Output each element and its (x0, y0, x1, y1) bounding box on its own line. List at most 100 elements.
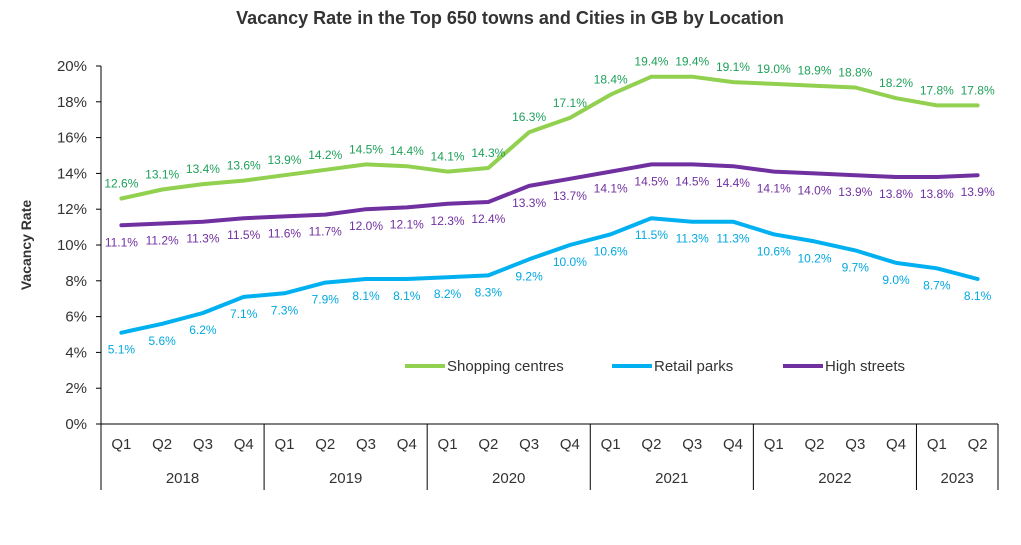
data-label: 14.1% (594, 182, 628, 196)
x-tick-label: Q2 (641, 436, 661, 453)
data-label: 11.3% (186, 232, 219, 246)
x-tick-label: Q4 (723, 436, 743, 453)
data-label: 14.2% (308, 148, 342, 162)
data-label: 14.1% (431, 150, 465, 164)
y-tick-label: 10% (57, 237, 87, 254)
data-label: 11.6% (268, 226, 301, 240)
data-label: 14.4% (716, 176, 750, 190)
data-label: 13.9% (838, 185, 872, 199)
x-tick-label: Q2 (805, 436, 825, 453)
data-label: 14.3% (471, 146, 505, 160)
y-tick-label: 6% (65, 309, 87, 326)
x-tick-label: Q2 (478, 436, 498, 453)
x-tick-label: Q2 (152, 436, 172, 453)
legend-label: Retail parks (654, 358, 733, 375)
x-tick-label: Q1 (601, 436, 621, 453)
data-label: 19.4% (675, 55, 709, 69)
data-label: 13.4% (186, 162, 220, 176)
series-line-shopping-centres (119, 74, 980, 201)
data-label: 8.1% (393, 289, 421, 303)
y-tick-label: 20% (57, 58, 87, 75)
data-label: 10.6% (594, 244, 628, 258)
data-label: 13.8% (920, 187, 954, 201)
data-label: 14.0% (798, 183, 832, 197)
data-label: 7.3% (271, 303, 299, 317)
x-tick-label: Q3 (845, 436, 865, 453)
y-axis-label: Vacancy Rate (18, 200, 34, 290)
year-label: 2023 (941, 470, 974, 487)
y-tick-label: 0% (65, 416, 87, 433)
series-lines (119, 74, 980, 335)
data-label: 5.1% (108, 343, 136, 357)
data-label: 18.9% (798, 64, 832, 78)
y-tick-label: 2% (65, 380, 87, 397)
data-label: 8.7% (923, 278, 951, 292)
data-label: 7.9% (312, 293, 340, 307)
data-label: 13.3% (512, 196, 546, 210)
series-line-high-streets (119, 162, 980, 228)
x-tick-label: Q2 (315, 436, 335, 453)
data-label: 17.8% (961, 83, 995, 97)
x-tick-label: Q3 (193, 436, 213, 453)
data-label: 8.1% (964, 289, 992, 303)
series-line-retail-parks (119, 216, 980, 335)
y-tick-label: 18% (57, 94, 87, 111)
data-label: 11.3% (676, 232, 709, 246)
data-label: 6.2% (189, 323, 217, 337)
data-label: 11.5% (227, 228, 260, 242)
x-tick-label: Q1 (927, 436, 947, 453)
data-label: 7.1% (230, 307, 258, 321)
data-label: 17.1% (553, 96, 587, 110)
data-label: 8.3% (475, 285, 503, 299)
data-label: 14.4% (390, 144, 424, 158)
y-tick-label: 4% (65, 344, 87, 361)
data-label: 13.6% (227, 159, 261, 173)
data-label: 17.8% (920, 83, 954, 97)
x-tick-label: Q2 (968, 436, 988, 453)
x-tick-label: Q4 (886, 436, 906, 453)
year-label: 2021 (655, 470, 688, 487)
data-label: 12.1% (390, 217, 424, 231)
data-label: 19.4% (634, 55, 668, 69)
data-label: 9.2% (515, 269, 543, 283)
data-label: 10.0% (553, 255, 587, 269)
data-labels: 12.6% 13.1% 13.4% 13.6% 13.9% 14.2% 14.5% 14.4%… (104, 55, 995, 357)
x-tick-label: Q1 (438, 436, 458, 453)
x-tick-label: Q4 (560, 436, 580, 453)
data-label: 11.2% (146, 234, 179, 248)
data-label: 14.1% (757, 182, 791, 196)
data-label: 18.4% (594, 73, 628, 87)
year-label: 2019 (329, 470, 362, 487)
data-label: 18.2% (879, 76, 913, 90)
data-label: 16.3% (512, 110, 546, 124)
x-tick-label: Q1 (764, 436, 784, 453)
x-tick-label: Q4 (397, 436, 417, 453)
data-label: 11.5% (635, 228, 668, 242)
data-label: 12.3% (431, 214, 465, 228)
data-label: 14.5% (349, 142, 383, 156)
y-tick-label: 12% (57, 201, 87, 218)
x-tick-label: Q3 (519, 436, 539, 453)
year-label: 2020 (492, 470, 525, 487)
data-label: 11.1% (105, 235, 138, 249)
axes: 0% 2% 4% 6% 8% 10% 12% 14% 16% 18% 20% Q1 Q2 Q3 Q4 Q1 Q2… (57, 58, 999, 490)
data-label: 9.7% (842, 260, 870, 274)
data-label: 13.9% (267, 153, 301, 167)
legend-label: High streets (825, 358, 905, 375)
legend-label: Shopping centres (447, 358, 564, 375)
data-label: 14.5% (675, 174, 709, 188)
data-label: 18.8% (838, 65, 872, 79)
data-label: 9.0% (882, 273, 910, 287)
data-label: 14.5% (634, 174, 668, 188)
data-label: 10.2% (798, 251, 832, 265)
year-label: 2018 (166, 470, 199, 487)
chart-title: Vacancy Rate in the Top 650 towns and Ci… (236, 8, 784, 28)
data-label: 13.8% (879, 187, 913, 201)
data-label: 13.7% (553, 189, 587, 203)
data-label: 11.3% (716, 232, 749, 246)
x-tick-label: Q3 (356, 436, 376, 453)
data-label: 13.1% (145, 168, 179, 182)
x-tick-label: Q3 (682, 436, 702, 453)
